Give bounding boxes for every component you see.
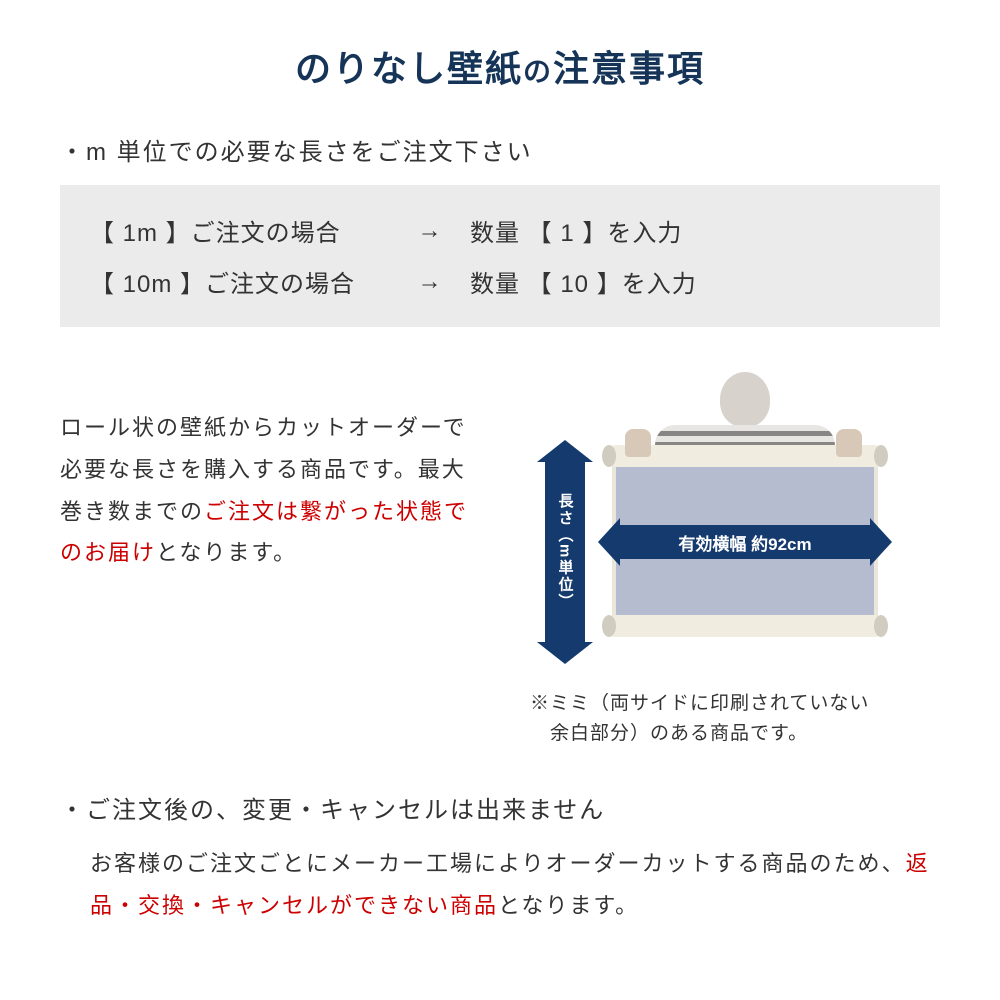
- example-left: 【 1m 】ご注文の場合: [90, 213, 390, 248]
- title-sub: 注意事項: [553, 48, 705, 89]
- order-examples-box: 【 1m 】ご注文の場合 → 数量 【 1 】を入力 【 10m 】ご注文の場合…: [60, 185, 940, 327]
- mid-paragraph: ロール状の壁紙からカットオーダーで必要な長さを購入する商品です。最大巻き数までの…: [60, 367, 480, 677]
- section1-heading: ・m 単位での必要な長さをご注文下さい: [60, 132, 940, 167]
- wallpaper-diagram: 長さ（m単位） 有効横幅 約92cm: [500, 367, 940, 677]
- arrow-icon: →: [390, 217, 470, 245]
- roll-cap-icon: [874, 615, 888, 637]
- example-left: 【 10m 】ご注文の場合: [90, 264, 390, 299]
- roll-cap-icon: [874, 445, 888, 467]
- width-label: 有効横幅 約92cm: [678, 530, 811, 555]
- person-head-icon: [720, 372, 770, 427]
- length-label: 長さ（m単位）: [555, 493, 576, 610]
- page-title: のりなし壁紙の注意事項: [60, 40, 940, 92]
- hand-left-icon: [625, 429, 651, 457]
- section2-heading: ・ご注文後の、変更・キャンセルは出来ません: [60, 790, 940, 825]
- mimi-note: ※ミミ（両サイドに印刷されていない 余白部分）のある商品です。: [530, 689, 940, 750]
- cancel-p1: お客様のご注文ごとにメーカー工場によりオーダーカットする商品のため、: [90, 851, 906, 876]
- roll-cap-icon: [602, 615, 616, 637]
- roll-bottom-icon: [605, 615, 885, 637]
- length-arrow-icon: 長さ（m単位）: [545, 462, 585, 642]
- mid-section: ロール状の壁紙からカットオーダーで必要な長さを購入する商品です。最大巻き数までの…: [60, 367, 940, 677]
- roll-cap-icon: [602, 445, 616, 467]
- title-main: のりなし壁紙: [295, 48, 523, 89]
- width-arrow-icon: 有効横幅 約92cm: [620, 525, 870, 559]
- example-row: 【 1m 】ご注文の場合 → 数量 【 1 】を入力: [90, 205, 910, 256]
- mid-p3: となります。: [156, 540, 297, 565]
- mimi-line2: 余白部分）のある商品です。: [530, 723, 808, 744]
- title-connector: の: [523, 56, 553, 87]
- example-right: 数量 【 1 】を入力: [470, 213, 910, 248]
- cancel-paragraph: お客様のご注文ごとにメーカー工場によりオーダーカットする商品のため、返品・交換・…: [60, 843, 940, 927]
- hand-right-icon: [836, 429, 862, 457]
- example-row: 【 10m 】ご注文の場合 → 数量 【 10 】を入力: [90, 256, 910, 307]
- mimi-line1: ※ミミ（両サイドに印刷されていない: [530, 693, 869, 714]
- arrow-icon: →: [390, 268, 470, 296]
- example-right: 数量 【 10 】を入力: [470, 264, 910, 299]
- cancel-p3: となります。: [498, 893, 639, 918]
